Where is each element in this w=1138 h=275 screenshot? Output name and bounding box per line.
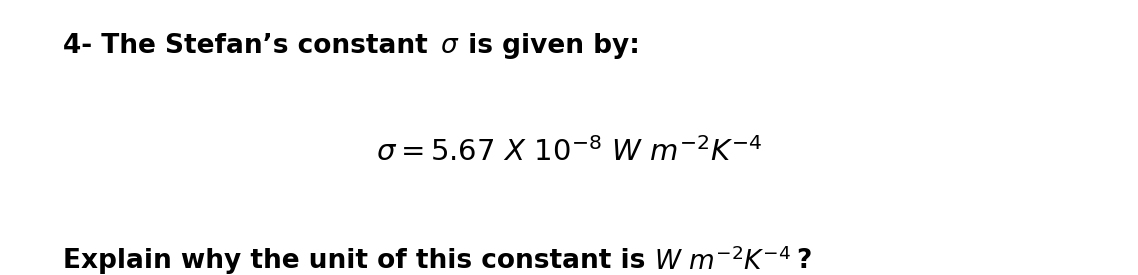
Text: 4- The Stefan’s constant: 4- The Stefan’s constant (63, 33, 437, 59)
Text: Explain why the unit of this constant is: Explain why the unit of this constant is (63, 248, 654, 274)
Text: σ: σ (440, 33, 456, 59)
Text: ?: ? (797, 248, 813, 274)
Text: $W\ m^{-2}K^{-4}$: $W\ m^{-2}K^{-4}$ (654, 248, 791, 275)
Text: $\sigma = 5.67\ X\ 10^{-8}\ W\ m^{-2}K^{-4}$: $\sigma = 5.67\ X\ 10^{-8}\ W\ m^{-2}K^{… (376, 138, 762, 167)
Text: is given by:: is given by: (459, 33, 640, 59)
